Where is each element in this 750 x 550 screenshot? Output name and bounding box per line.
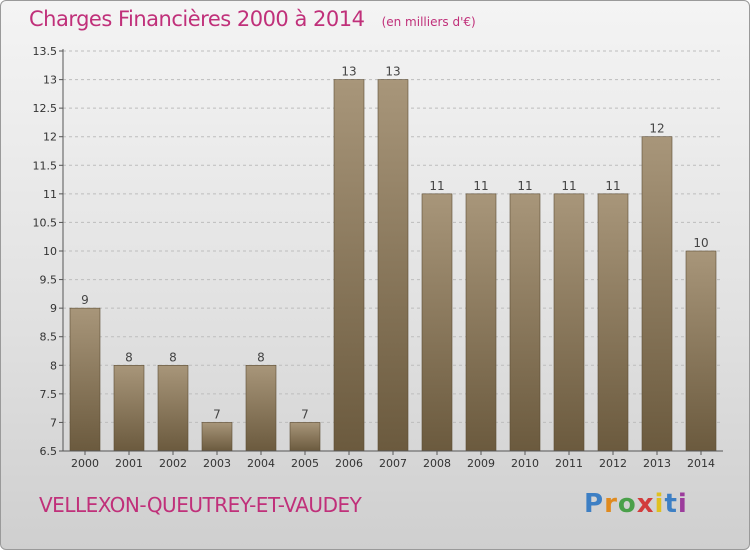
data-label: 11 [517, 179, 532, 193]
y-tick-label: 8.5 [40, 331, 58, 344]
bar [245, 364, 277, 452]
y-tick-label: 8 [50, 359, 57, 372]
x-tick-label: 2008 [423, 457, 451, 470]
y-tick-label: 12.5 [33, 102, 58, 115]
bar [553, 193, 585, 452]
x-tick-label: 2004 [247, 457, 275, 470]
y-tick-label: 11.5 [33, 159, 58, 172]
chart-title: Charges Financières 2000 à 2014 [29, 7, 365, 31]
bar [641, 136, 673, 452]
bars [69, 79, 717, 452]
y-tick-label: 7 [50, 416, 57, 429]
x-tick-label: 2002 [159, 457, 187, 470]
y-tick-label: 9 [50, 302, 57, 315]
commune-name: VELLEXON-QUEUTREY-ET-VAUDEY [39, 493, 362, 517]
y-tick-label: 10 [43, 245, 57, 258]
data-label: 11 [561, 179, 576, 193]
data-label: 8 [169, 350, 177, 364]
logo-letter: r [604, 489, 618, 519]
y-tick-label: 13 [43, 74, 57, 87]
logo-letter: P [584, 489, 605, 519]
title-row: Charges Financières 2000 à 2014 (en mill… [29, 7, 476, 31]
x-tick-label: 2013 [643, 457, 671, 470]
y-tick-label: 11 [43, 188, 57, 201]
bar [465, 193, 497, 452]
data-label: 8 [125, 350, 133, 364]
logo-letter: i [677, 489, 688, 519]
data-label: 11 [429, 179, 444, 193]
y-tick-label: 13.5 [33, 45, 58, 58]
chart-unit: (en milliers d'€) [381, 15, 476, 29]
data-label: 11 [473, 179, 488, 193]
data-label: 13 [385, 65, 400, 79]
axes: 6.5 7 7.5 8 8.5 9 9.5 10 10.5 11 11.5 12 12.5 13 13.5 2… [33, 45, 723, 470]
bar [509, 193, 541, 452]
bar [377, 79, 409, 452]
data-label: 12 [649, 122, 664, 136]
data-label: 8 [257, 350, 265, 364]
bar [597, 193, 629, 452]
x-tick-label: 2003 [203, 457, 231, 470]
x-tick-label: 2006 [335, 457, 363, 470]
data-label: 9 [81, 293, 89, 307]
x-tick-label: 2011 [555, 457, 583, 470]
data-label: 7 [213, 407, 221, 421]
data-label: 10 [693, 236, 708, 250]
bar [113, 364, 145, 452]
data-label: 11 [605, 179, 620, 193]
proxiti-logo[interactable]: Proxiti [584, 489, 688, 519]
x-tick-label: 2001 [115, 457, 143, 470]
bar [421, 193, 453, 452]
x-tick-label: 2005 [291, 457, 319, 470]
logo-letter: t [664, 489, 678, 519]
y-tick-label: 9.5 [40, 274, 58, 287]
x-tick-label: 2000 [71, 457, 99, 470]
x-tick-label: 2007 [379, 457, 407, 470]
x-tick-label: 2014 [687, 457, 715, 470]
bar [69, 307, 101, 452]
y-tick-label: 10.5 [33, 216, 58, 229]
logo-letter: i [654, 489, 665, 519]
bar [685, 250, 717, 452]
data-label: 13 [341, 65, 356, 79]
x-tick-label: 2010 [511, 457, 539, 470]
x-tick-label: 2009 [467, 457, 495, 470]
bar [333, 79, 365, 452]
y-tick-label: 6.5 [40, 445, 58, 458]
y-tick-label: 12 [43, 131, 57, 144]
bar [201, 422, 233, 452]
x-tick-label: 2012 [599, 457, 627, 470]
data-label: 7 [301, 407, 309, 421]
bar [157, 364, 189, 452]
data-labels: 9 8 8 7 8 7 13 13 11 11 11 11 11 12 10 [81, 65, 708, 422]
logo-letter: o [617, 489, 637, 519]
y-tick-label: 7.5 [40, 388, 58, 401]
bar [289, 422, 321, 452]
logo-letter: x [636, 489, 655, 519]
